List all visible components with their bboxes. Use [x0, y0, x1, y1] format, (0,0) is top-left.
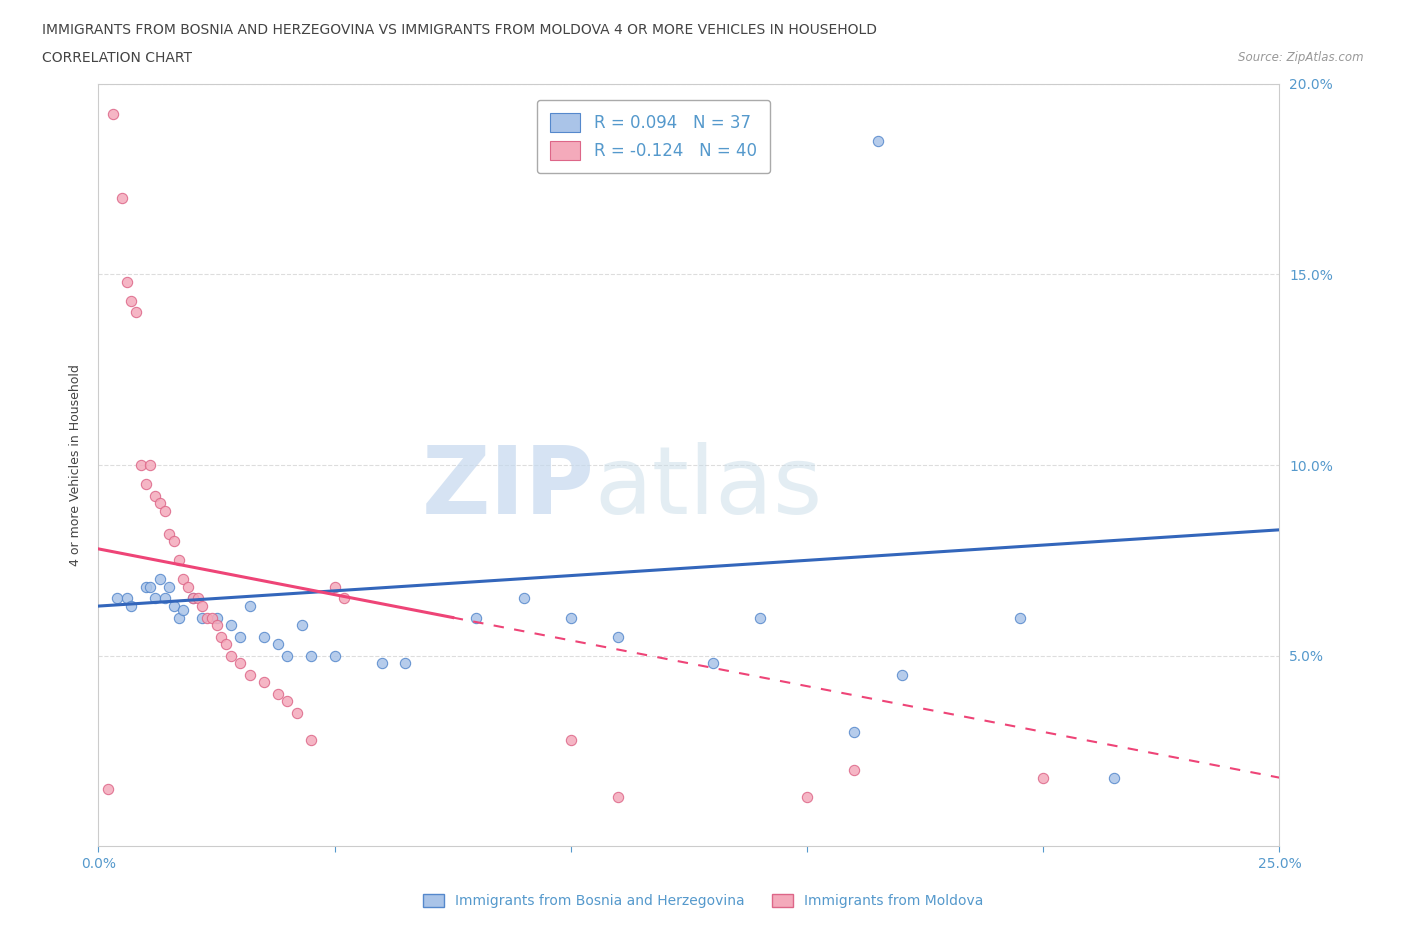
Point	[560, 732, 582, 747]
Point	[129, 458, 152, 472]
Point	[143, 488, 166, 503]
Point	[607, 790, 630, 804]
Point	[101, 107, 124, 122]
Point	[157, 526, 180, 541]
Point	[97, 781, 120, 796]
Text: atlas: atlas	[595, 442, 823, 534]
Y-axis label: 4 or more Vehicles in Household: 4 or more Vehicles in Household	[69, 364, 83, 566]
Point	[465, 610, 488, 625]
Point	[394, 656, 416, 671]
Point	[139, 579, 162, 594]
Point	[149, 496, 172, 511]
Point	[177, 579, 200, 594]
Point	[135, 579, 157, 594]
Point	[215, 637, 238, 652]
Point	[187, 591, 209, 606]
Point	[167, 553, 190, 568]
Point	[290, 618, 312, 632]
Point	[191, 599, 214, 614]
Point	[181, 591, 204, 606]
Point	[253, 675, 276, 690]
Point	[267, 686, 290, 701]
Text: IMMIGRANTS FROM BOSNIA AND HERZEGOVINA VS IMMIGRANTS FROM MOLDOVA 4 OR MORE VEHI: IMMIGRANTS FROM BOSNIA AND HERZEGOVINA V…	[42, 23, 877, 37]
Point	[191, 610, 214, 625]
Point	[560, 610, 582, 625]
Point	[201, 610, 224, 625]
Point	[153, 591, 176, 606]
Point	[1008, 610, 1031, 625]
Point	[205, 618, 228, 632]
Point	[1032, 770, 1054, 785]
Point	[276, 694, 298, 709]
Point	[157, 579, 180, 594]
Point	[276, 648, 298, 663]
Point	[323, 648, 346, 663]
Point	[253, 630, 276, 644]
Point	[143, 591, 166, 606]
Legend: Immigrants from Bosnia and Herzegovina, Immigrants from Moldova: Immigrants from Bosnia and Herzegovina, …	[418, 889, 988, 914]
Point	[105, 591, 128, 606]
Point	[229, 630, 252, 644]
Point	[115, 274, 138, 289]
Point	[323, 579, 346, 594]
Point	[748, 610, 770, 625]
Point	[866, 134, 889, 149]
Point	[333, 591, 356, 606]
Point	[299, 648, 322, 663]
Text: CORRELATION CHART: CORRELATION CHART	[42, 51, 193, 65]
Point	[172, 572, 194, 587]
Point	[844, 763, 866, 777]
Point	[149, 572, 172, 587]
Point	[299, 732, 322, 747]
Point	[172, 603, 194, 618]
Text: Source: ZipAtlas.com: Source: ZipAtlas.com	[1239, 51, 1364, 64]
Point	[607, 630, 630, 644]
Point	[163, 534, 186, 549]
Point	[163, 599, 186, 614]
Point	[796, 790, 818, 804]
Point	[844, 724, 866, 739]
Point	[285, 706, 308, 721]
Point	[121, 599, 143, 614]
Point	[121, 294, 143, 309]
Point	[135, 477, 157, 492]
Point	[702, 656, 724, 671]
Point	[239, 668, 262, 683]
Point	[219, 618, 242, 632]
Point	[890, 668, 912, 683]
Point	[115, 591, 138, 606]
Point	[239, 599, 262, 614]
Text: ZIP: ZIP	[422, 442, 595, 534]
Point	[1102, 770, 1125, 785]
Point	[512, 591, 534, 606]
Point	[181, 591, 204, 606]
Legend: R = 0.094   N = 37, R = -0.124   N = 40: R = 0.094 N = 37, R = -0.124 N = 40	[537, 100, 770, 173]
Point	[153, 503, 176, 518]
Point	[205, 610, 228, 625]
Point	[139, 458, 162, 472]
Point	[125, 305, 148, 320]
Point	[167, 610, 190, 625]
Point	[229, 656, 252, 671]
Point	[111, 191, 134, 206]
Point	[209, 630, 232, 644]
Point	[219, 648, 242, 663]
Point	[267, 637, 290, 652]
Point	[195, 610, 218, 625]
Point	[371, 656, 394, 671]
